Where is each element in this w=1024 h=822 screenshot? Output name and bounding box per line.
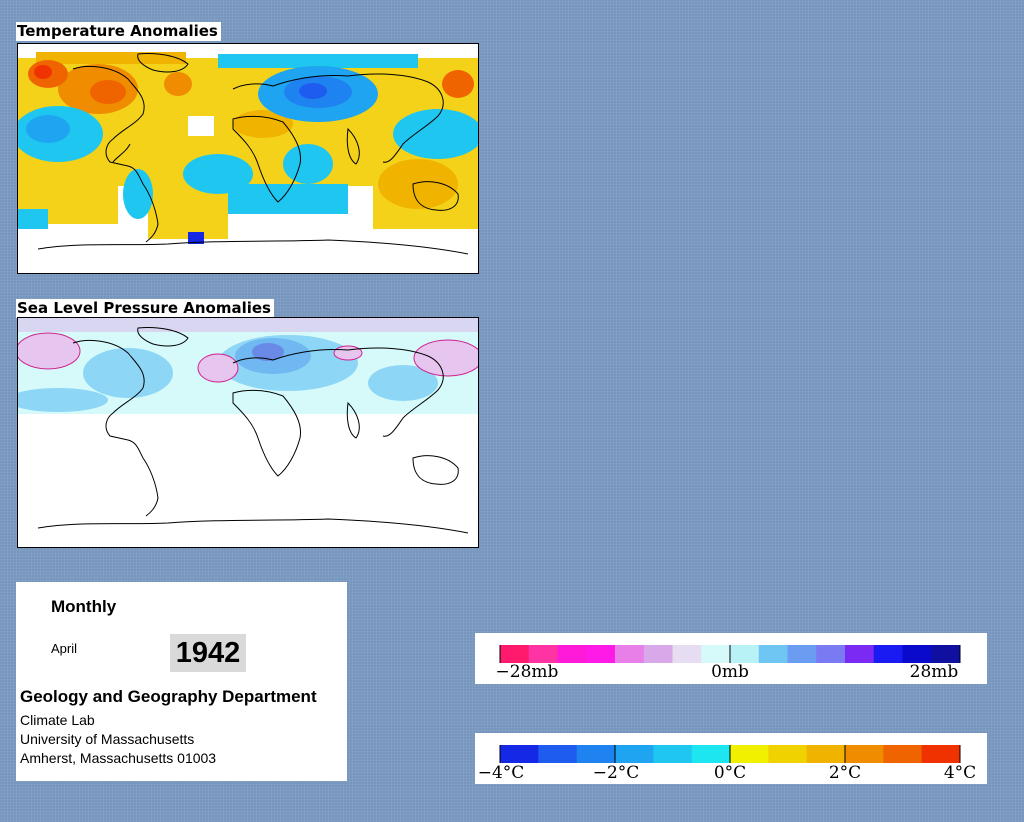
pressure-legend-swatch [902,645,932,663]
temperature-legend-label-1: −2°C [593,763,640,783]
temperature-legend-swatch [768,745,808,763]
pressure-legend-label-mid: 0mb [711,662,749,682]
temperature-legend-swatch [615,745,654,763]
pressure-legend-swatch [557,645,587,663]
pressure-legend-label-max: 28mb [910,662,959,682]
pressure-legend-label-min: −28mb [496,662,559,682]
pressure-legend-swatch [701,645,731,663]
pressure-legend-swatch [643,645,673,663]
temperature-legend-label-3: 2°C [829,763,861,783]
temperature-anomaly-map [17,43,479,274]
month-label: April [51,641,78,656]
temperature-legend-swatch [500,745,539,763]
temperature-legend-swatch [806,745,846,763]
temperature-legend-swatch [730,745,769,763]
temperature-legend-swatch [921,745,961,763]
pressure-legend: −28mb 0mb 28mb [475,633,987,684]
university-label: University of Massachusetts [20,731,195,747]
temperature-legend-label-4: 4°C [944,763,976,783]
pressure-legend-swatch [873,645,903,663]
pressure-legend-swatch [931,645,961,663]
pressure-legend-swatch [500,645,530,663]
pressure-legend-swatch [816,645,846,663]
address-label: Amherst, Massachusetts 01003 [20,750,217,766]
temperature-legend-swatch [576,745,616,763]
temperature-legend-swatch [653,745,693,763]
temperature-legend-swatch [845,745,884,763]
temperature-legend-label-0: −4°C [478,763,525,783]
pressure-legend-swatch [672,645,702,663]
temperature-legend: −4°C −2°C 0°C 2°C 4°C [475,733,987,784]
info-box: Monthly April 1942 Geology and Geography… [16,582,347,781]
pressure-legend-swatch [730,645,760,663]
temperature-legend-swatch [691,745,731,763]
year-label: 1942 [170,634,246,672]
pressure-legend-swatch [845,645,875,663]
pressure-anomaly-map [17,317,479,548]
temperature-panel-title: Temperature Anomalies [16,22,221,41]
lab-label: Climate Lab [20,712,95,728]
pressure-legend-swatch [528,645,558,663]
temperature-legend-swatch [883,745,923,763]
pressure-legend-swatch [586,645,616,663]
period-label: Monthly [51,597,117,616]
temperature-legend-label-2: 0°C [714,763,746,783]
pressure-legend-swatch [758,645,788,663]
pressure-legend-swatch [787,645,817,663]
department-label: Geology and Geography Department [20,687,317,706]
pressure-legend-swatch [615,645,645,663]
temperature-legend-swatch [538,745,578,763]
pressure-panel-title: Sea Level Pressure Anomalies [16,299,274,318]
